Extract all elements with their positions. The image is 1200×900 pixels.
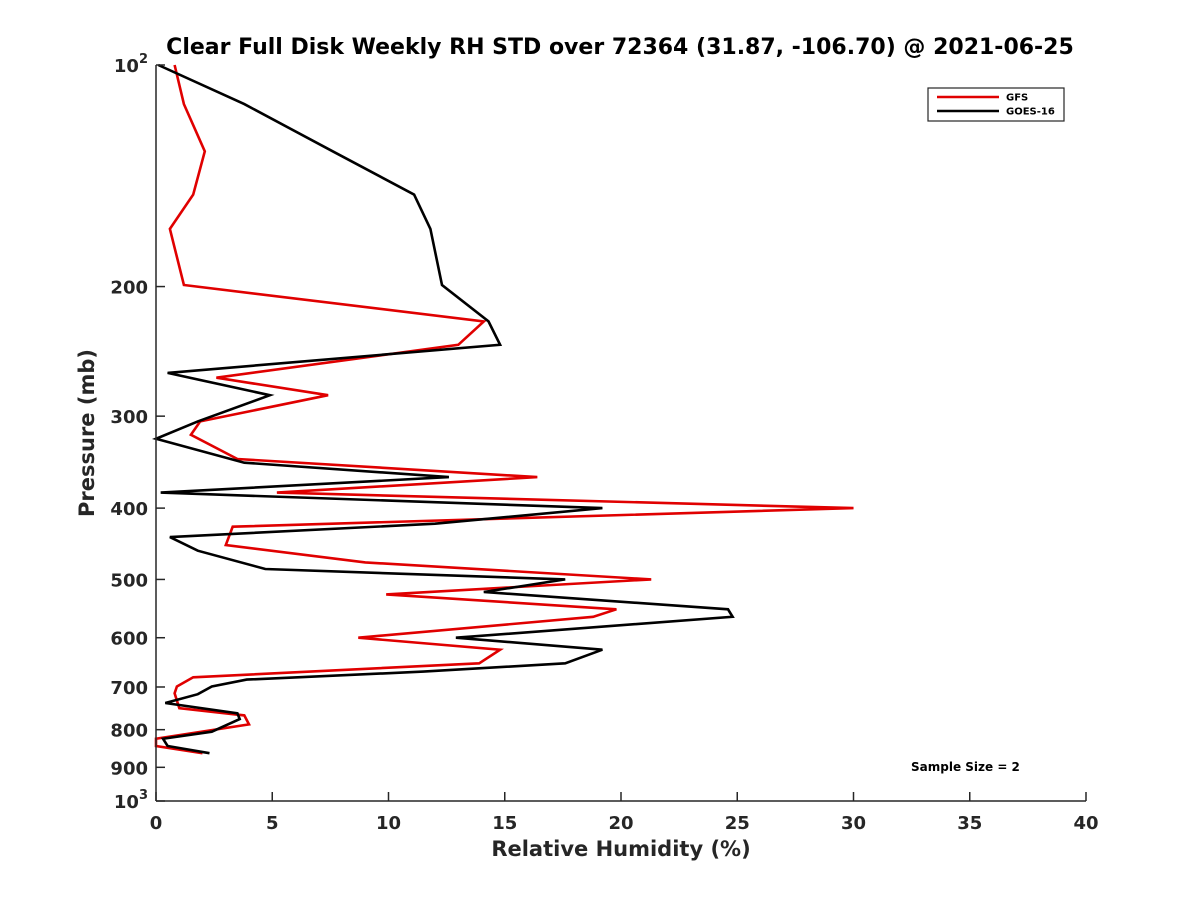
- legend-label: GFS: [1006, 93, 1028, 104]
- y-axis-label: Pressure (mb): [75, 349, 99, 517]
- y-tick-label: 600: [110, 629, 148, 650]
- series-line: [154, 64, 854, 755]
- x-tick-label: 30: [841, 813, 866, 834]
- y-tick-label: 200: [110, 278, 148, 299]
- legend-box: [927, 87, 1065, 122]
- x-tick-label: 0: [150, 813, 163, 834]
- y-tick-label: 103: [114, 788, 148, 813]
- series-group: [154, 64, 854, 755]
- y-tick-label: 400: [110, 499, 148, 520]
- y-tick-label: 300: [110, 407, 148, 428]
- legend-label: GOES-16: [1006, 107, 1055, 118]
- y-tick-label: 500: [110, 570, 148, 591]
- x-tick-label: 35: [957, 813, 982, 834]
- series-line: [151, 63, 735, 755]
- plot-axes: [155, 65, 1086, 802]
- y-tick-label: 700: [110, 678, 148, 699]
- y-tick-label: 800: [110, 721, 148, 742]
- x-ticks: 0 5 10 15 20 25 30 35 40: [150, 792, 1099, 834]
- series-layer: [151, 63, 854, 755]
- series-group: [151, 63, 735, 755]
- x-tick-label: 40: [1073, 813, 1098, 834]
- y-ticks: 102 200 300 400 500 600 700 800 900 103: [110, 52, 165, 813]
- x-tick-label: 5: [266, 813, 279, 834]
- sample-size-annotation: Sample Size = 2: [911, 760, 1020, 774]
- y-tick-label: 102: [114, 52, 148, 77]
- x-tick-label: 25: [725, 813, 750, 834]
- x-tick-label: 10: [376, 813, 401, 834]
- legend-items: GFS GOES-16: [937, 93, 1055, 118]
- legend: GFS GOES-16: [927, 87, 1065, 122]
- x-tick-label: 20: [608, 813, 633, 834]
- chart-title: Clear Full Disk Weekly RH STD over 72364…: [166, 35, 1074, 60]
- x-axis-label: Relative Humidity (%): [491, 837, 750, 861]
- x-tick-label: 15: [492, 813, 517, 834]
- y-tick-label: 900: [110, 758, 148, 779]
